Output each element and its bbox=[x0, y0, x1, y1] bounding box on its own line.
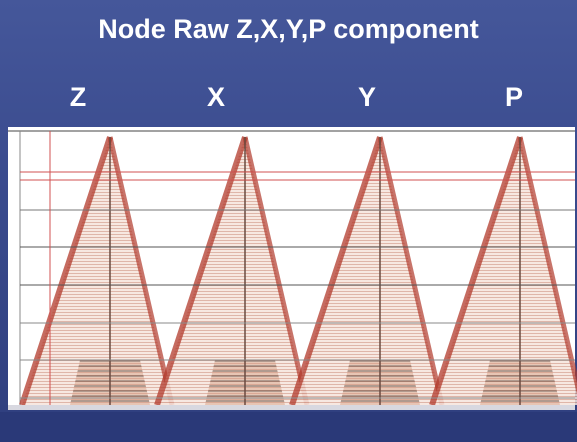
image-scrollbar bbox=[8, 405, 575, 410]
footer-band bbox=[0, 412, 577, 442]
seismic-image bbox=[0, 0, 577, 442]
slide: Node Raw Z,X,Y,P component Z X Y P bbox=[0, 0, 577, 442]
